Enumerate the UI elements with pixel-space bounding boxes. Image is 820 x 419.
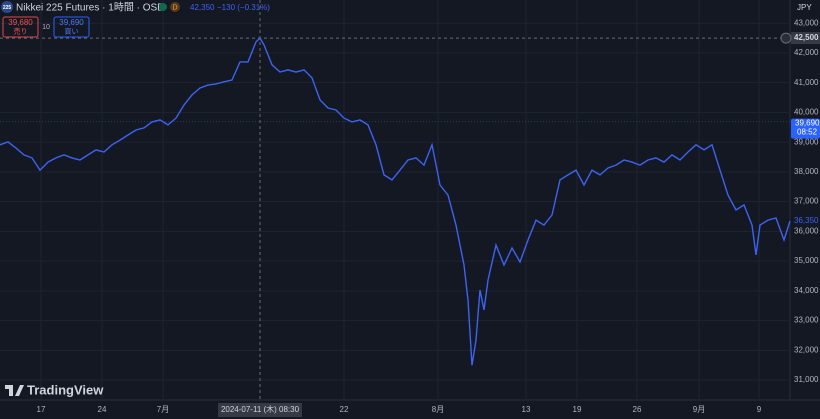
spread: 10 xyxy=(42,24,50,31)
buy-label: 買い xyxy=(65,27,79,35)
currency: JPY xyxy=(797,3,812,12)
sell-box[interactable] xyxy=(2,16,39,38)
logo-mark xyxy=(5,385,24,396)
header-price: 42,350 xyxy=(190,3,215,12)
x-tick-label: 8月 xyxy=(432,405,444,414)
sell-price: 39,680 xyxy=(8,18,33,27)
y-tick-label: 39,000 xyxy=(794,137,819,146)
x-tick-label: 19 xyxy=(573,405,582,414)
symbol-icon xyxy=(1,1,13,13)
y-tick-label: 31,000 xyxy=(794,375,819,384)
y-tick-label: 42,000 xyxy=(794,48,819,57)
x-tick-label: 22 xyxy=(340,405,349,414)
chart-title: Nikkei 225 Futures · 1時間 · OSE xyxy=(16,2,164,14)
x-tick-label: 17 xyxy=(37,405,46,414)
y-tick-label: 43,000 xyxy=(794,18,819,27)
x-tick-label: 13 xyxy=(522,405,531,414)
ask-price-box xyxy=(791,118,820,139)
add-button[interactable] xyxy=(780,32,792,44)
logo: TradingView xyxy=(27,382,104,397)
x-tick-label: 24 xyxy=(98,405,107,414)
y-tick-label: 41,000 xyxy=(794,78,819,87)
market-status xyxy=(159,3,167,11)
crosshair-time-box xyxy=(218,403,302,417)
interval-badge: D xyxy=(172,4,177,11)
crosshair-price-box xyxy=(791,32,820,45)
symbol-icon-text: 225 xyxy=(3,5,12,11)
last-price-label: 36,350 xyxy=(794,216,819,225)
ask-price-label: 39,690 xyxy=(795,119,820,128)
y-tick-label: 40,000 xyxy=(794,108,819,117)
sell-label: 売り xyxy=(14,26,28,35)
x-tick-label: 9 xyxy=(757,405,762,414)
x-tick-label: 9月 xyxy=(693,405,705,414)
ask-countdown: 08:52 xyxy=(797,128,818,137)
y-tick-label: 37,000 xyxy=(794,197,819,206)
header-change: −130 (−0.31%) xyxy=(217,3,270,12)
y-tick-label: 35,000 xyxy=(794,256,819,265)
price-line xyxy=(0,36,791,366)
crosshair-time-label: 2024-07-11 (木) 08:30 xyxy=(221,404,300,414)
y-tick-label: 34,000 xyxy=(794,286,819,295)
y-tick-label: 32,000 xyxy=(794,345,819,354)
buy-price: 39,690 xyxy=(59,18,84,27)
y-tick-label: 33,000 xyxy=(794,316,819,325)
y-tick-label: 38,000 xyxy=(794,167,819,176)
crosshair-price-label: 42,500 xyxy=(794,33,819,42)
interval-badge-bg xyxy=(170,2,180,12)
x-tick-label: 7月 xyxy=(157,405,169,414)
y-tick-label: 36,000 xyxy=(794,226,819,235)
x-tick-label: 26 xyxy=(633,405,642,414)
buy-box[interactable] xyxy=(53,16,90,38)
